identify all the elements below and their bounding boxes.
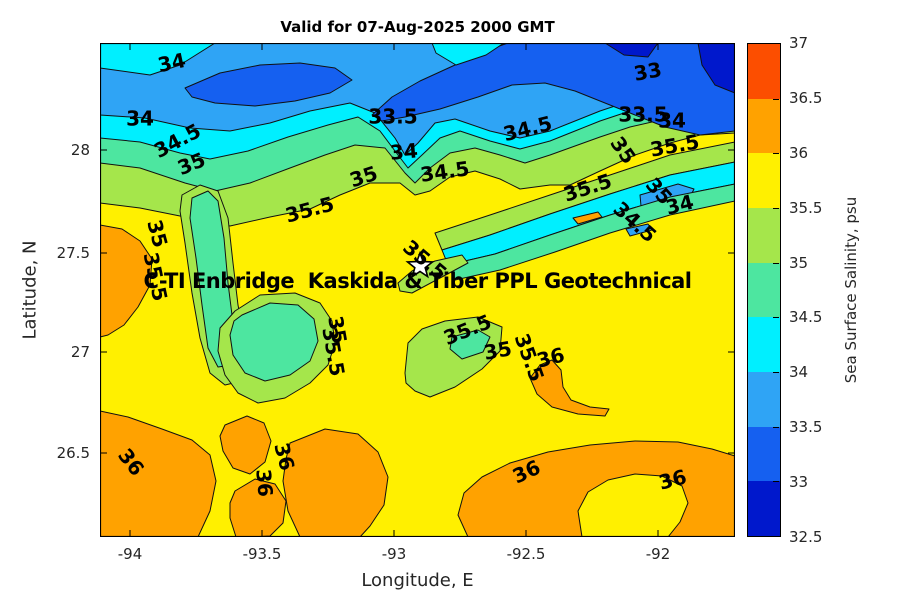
- contour-region-36-36.5-hook: [529, 359, 610, 417]
- y-tick-label: 27.5: [56, 244, 90, 262]
- contour-region-34-34.5-notch: [431, 43, 505, 66]
- colorbar-segment-33.5-34: [748, 372, 780, 428]
- x-tick-label: -92: [645, 545, 671, 563]
- colorbar-tick-mark: [773, 481, 779, 483]
- colorbar-tick-label: 32.5: [789, 528, 823, 546]
- contour-region-33.5-34-sliver2: [625, 223, 653, 237]
- colorbar-tick-label: 35.5: [789, 198, 823, 217]
- contour-label: 34: [658, 109, 686, 133]
- contour-region-36-36.5-sliver: [572, 211, 603, 225]
- contour-label: 35: [323, 314, 351, 346]
- colorbar-tick-label: 35: [789, 253, 809, 272]
- plot-title: Valid for 07-Aug-2025 2000 GMT: [280, 18, 555, 36]
- colorbar-tick-label: 33: [789, 473, 809, 492]
- contour-region-34.5-35-blob1: [229, 302, 319, 382]
- contour-region-34.5-35-blob2: [449, 329, 491, 360]
- colorbar-tick-mark: [773, 262, 779, 264]
- contour-region-33-33.5-blob: [184, 62, 353, 107]
- colorbar-tick-label: 37: [789, 34, 809, 52]
- contour-region-33-33.5-NE: [371, 43, 735, 136]
- colorbar-segment-33-33.5: [748, 426, 780, 482]
- contour-label: 35: [482, 336, 514, 364]
- colorbar-tick-label: 34.5: [789, 308, 823, 327]
- contour-region-32.5-33-b: [697, 43, 735, 94]
- colorbar-tick-mark: [773, 372, 779, 373]
- contour-label: 33: [632, 57, 664, 85]
- contour-region-36-36.5-S-a: [219, 415, 272, 475]
- contour-label: 34: [156, 48, 188, 77]
- colorbar: [747, 43, 781, 537]
- contour-label: 34: [126, 107, 154, 131]
- contour-label: 33.5: [368, 105, 417, 129]
- x-tick-label: -93.5: [242, 545, 282, 563]
- contour-label: 34: [389, 138, 419, 164]
- contour-region-35.5-36-notch: [577, 473, 689, 537]
- contour-label: 36: [251, 468, 277, 498]
- colorbar-tick-mark: [773, 208, 779, 209]
- contour-label: 33.5: [618, 103, 667, 127]
- contour-map: 34 34 34.5 35 33.5 34 35 35.5 33 33.5 34 34.5 35 35.5…: [100, 43, 735, 537]
- y-tick-label: 27: [70, 343, 90, 361]
- x-axis-label: Longitude, E: [361, 570, 474, 591]
- colorbar-segment-35.5-36: [748, 153, 780, 209]
- colorbar-tick-label: 33.5: [789, 418, 823, 437]
- contour-region-34.5-35-stripe: [447, 183, 735, 281]
- x-tick-label: -92.5: [506, 545, 546, 563]
- axes-border: [100, 43, 735, 537]
- colorbar-tick-mark: [773, 426, 779, 428]
- y-tick-label: 28: [70, 141, 90, 159]
- star-marker: [405, 250, 435, 279]
- contour-region-32.5-33-a: [604, 43, 659, 58]
- y-tick-label: 26.5: [56, 444, 90, 462]
- contour-region-36-36.5-S-c: [282, 428, 389, 537]
- contour-region-36-36.5-west: [100, 224, 153, 338]
- colorbar-tick-mark: [773, 153, 779, 155]
- colorbar-segment-34.5-35: [748, 262, 780, 318]
- colorbar-tick-label: 36.5: [789, 88, 823, 107]
- colorbar-segment-32.5-33: [748, 481, 780, 537]
- colorbar-label: Sea Surface Salinity, psu: [842, 196, 860, 384]
- x-tick-label: -94: [117, 545, 143, 563]
- colorbar-tick-mark: [773, 98, 779, 100]
- x-tick-label: -93: [381, 545, 407, 563]
- colorbar-segment-36.5-37: [748, 44, 780, 100]
- colorbar-segment-36-36.5: [748, 98, 780, 154]
- colorbar-tick-label: 36: [789, 143, 809, 162]
- colorbar-tick-mark: [773, 317, 779, 319]
- map-overlay-text: C-TI Enbridge Kaskida & Tiber PPL Geotec…: [143, 269, 692, 293]
- colorbar-segment-34-34.5: [748, 317, 780, 373]
- contour-region-36-36.5-SW: [100, 410, 217, 537]
- colorbar-tick-label: 34: [789, 363, 809, 382]
- colorbar-segment-35-35.5: [748, 208, 780, 264]
